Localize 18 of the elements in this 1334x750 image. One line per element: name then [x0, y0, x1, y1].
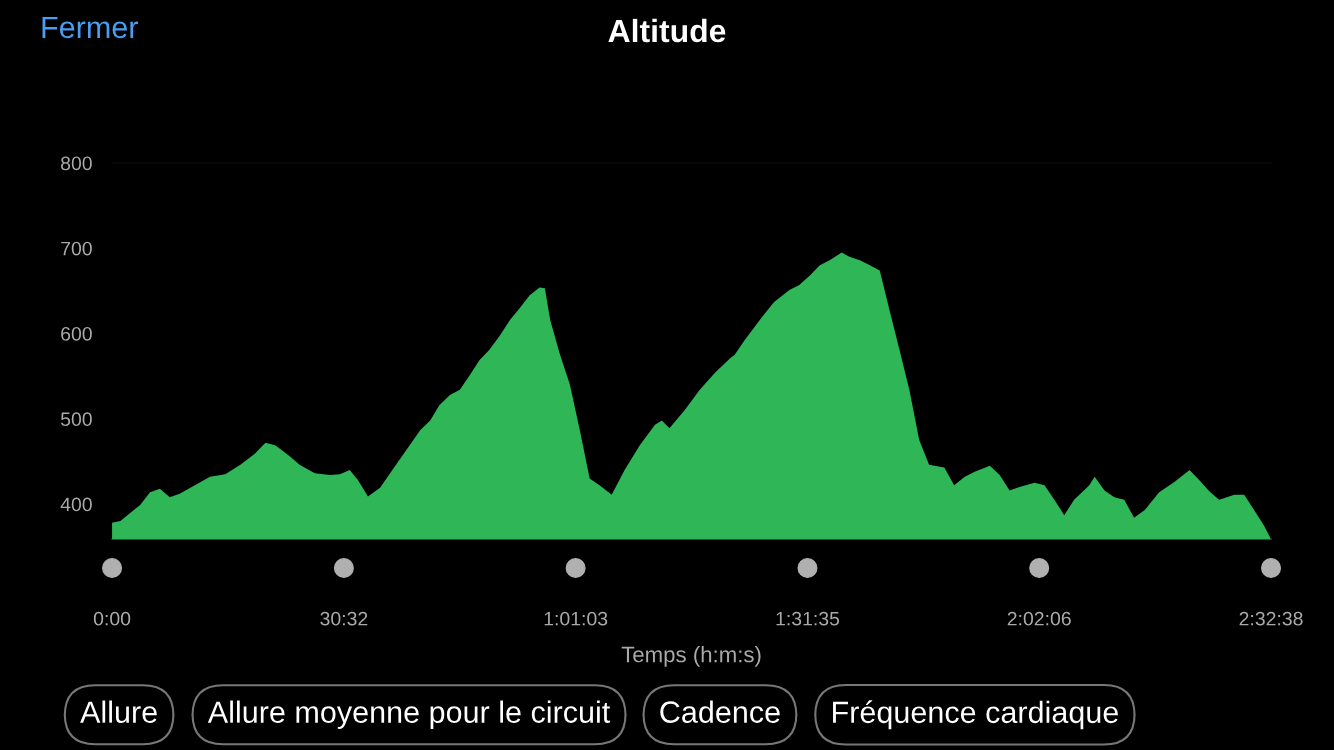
y-tick-label: 400: [60, 497, 92, 512]
x-axis-title: Temps (h:m:s): [621, 646, 761, 667]
x-tick-label: 2:32:38: [1239, 611, 1303, 626]
x-tick-label: 1:01:03: [544, 611, 608, 626]
x-tick-label: 1:31:35: [776, 611, 840, 626]
y-tick-label: 600: [61, 326, 92, 341]
y-tick-label: 800: [61, 156, 92, 171]
text: Cadence: [660, 700, 780, 723]
x-tick-label: 30:32: [320, 611, 368, 626]
x-tick-label: 0:00: [93, 611, 131, 626]
text: Fréquence cardiaque: [833, 700, 1118, 730]
chart-title: Altitude: [608, 18, 726, 43]
y-tick-label: 500: [60, 412, 92, 427]
text: Fermer: [42, 16, 138, 39]
text: Allure: [80, 700, 157, 723]
x-tick-label: 2:02:06: [1007, 611, 1071, 626]
text: Allure moyenne pour le circuit: [207, 700, 611, 729]
y-tick-label: 700: [61, 241, 92, 256]
